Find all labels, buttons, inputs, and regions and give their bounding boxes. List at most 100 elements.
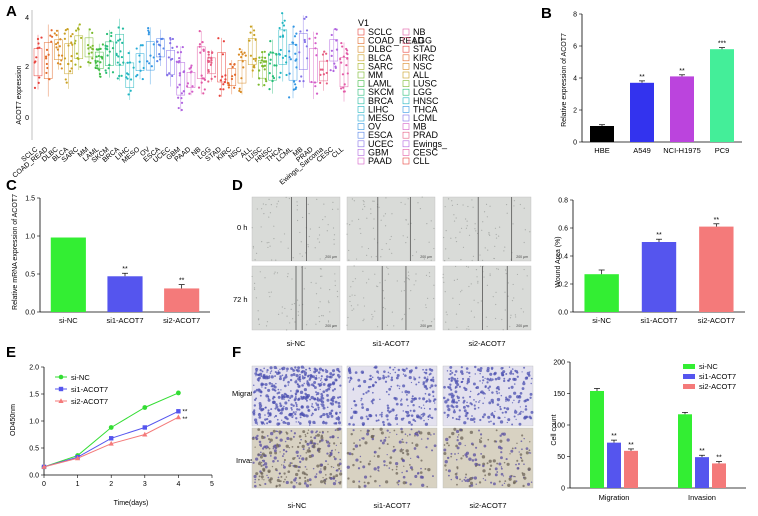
stained-cell xyxy=(375,414,378,417)
panel-a-point xyxy=(224,74,227,77)
stained-cell xyxy=(271,465,274,468)
stained-cell xyxy=(253,484,257,488)
cell-texture xyxy=(286,329,288,331)
stained-cell xyxy=(306,473,309,476)
panel-a-point xyxy=(115,52,118,55)
cell-texture xyxy=(433,247,435,250)
stained-cell xyxy=(473,476,478,480)
stained-cell xyxy=(369,460,372,463)
stained-cell xyxy=(324,460,328,463)
panel-a-legend-key xyxy=(402,28,410,36)
stained-cell xyxy=(371,437,375,441)
stained-cell xyxy=(258,406,262,410)
panel-a-point xyxy=(293,35,297,38)
panel-a-legend-item: GBM xyxy=(368,147,389,157)
panel-a-legend-item: NB xyxy=(413,27,426,37)
panel-a-point xyxy=(343,90,346,93)
stained-cell xyxy=(278,472,281,475)
stained-cell xyxy=(269,366,273,370)
cell-texture xyxy=(371,313,373,316)
stained-cell xyxy=(321,403,325,408)
stained-cell xyxy=(283,405,285,408)
panel-b-letter: B xyxy=(541,5,552,22)
cell-texture xyxy=(319,301,321,303)
stained-cell xyxy=(274,446,278,450)
cell-texture xyxy=(471,199,473,201)
cell-texture xyxy=(368,278,370,280)
panel-a-point xyxy=(342,55,345,58)
panel-a-point xyxy=(158,53,161,56)
panel-a-point xyxy=(37,81,40,84)
stained-cell xyxy=(493,372,497,376)
y-tick-label: 6 xyxy=(573,44,577,51)
stained-cell xyxy=(513,415,516,418)
stained-cell xyxy=(404,433,407,436)
stained-cell xyxy=(339,480,342,484)
stained-cell xyxy=(528,451,531,454)
stained-cell xyxy=(377,376,380,379)
panel-a-point xyxy=(117,39,120,42)
stained-cell xyxy=(298,457,301,460)
stained-cell xyxy=(448,386,452,390)
panel-a-point xyxy=(294,83,297,86)
stained-cell xyxy=(301,412,305,417)
panel-a-point xyxy=(96,67,99,70)
cell-texture xyxy=(278,313,280,315)
x-tick-label: 0 xyxy=(42,481,46,488)
panel-a-point xyxy=(89,46,92,49)
stained-cell xyxy=(276,392,279,395)
stained-cell xyxy=(274,407,277,410)
stained-cell xyxy=(308,454,312,459)
cell-texture xyxy=(256,208,258,210)
panel-a-point xyxy=(341,45,344,48)
stained-cell xyxy=(472,382,476,386)
cell-texture xyxy=(301,255,303,257)
stained-cell xyxy=(311,403,314,405)
stained-cell xyxy=(462,396,465,399)
stained-cell xyxy=(451,398,456,402)
panel-a-point xyxy=(203,88,206,91)
stained-cell xyxy=(371,391,374,394)
stained-cell xyxy=(289,437,293,441)
stained-cell xyxy=(285,480,289,485)
cell-texture xyxy=(257,310,259,312)
cell-texture xyxy=(274,271,276,273)
panel-a-point xyxy=(35,56,38,59)
stained-cell xyxy=(287,399,290,402)
cell-texture xyxy=(350,286,352,288)
stained-cell xyxy=(296,408,299,411)
panel-a-point xyxy=(63,57,67,60)
stained-cell xyxy=(320,463,324,467)
panel-a-point xyxy=(60,54,64,57)
panel-a-point xyxy=(169,38,172,41)
panel-a-point xyxy=(50,35,54,38)
panel-a-legend-item: CESC xyxy=(413,147,439,157)
stained-cell xyxy=(426,437,429,440)
cell-texture xyxy=(460,227,463,229)
stained-cell xyxy=(469,476,473,481)
panel-a-legend-item: LGG xyxy=(413,36,432,46)
stained-cell xyxy=(454,390,458,394)
stained-cell xyxy=(337,451,340,454)
stained-cell xyxy=(482,379,485,382)
cell-texture xyxy=(428,272,431,274)
panel-b: Relative expression of ACOT7 02468HBE**A… xyxy=(561,12,742,155)
stained-cell xyxy=(490,412,494,416)
stained-cell xyxy=(503,379,506,383)
stained-cell xyxy=(381,441,385,445)
stained-cell xyxy=(490,420,492,423)
panel-a-legend-key xyxy=(402,123,410,130)
panel-f-grouped-bar-chart: 050100150200****Migration****Invasionsi-… xyxy=(553,360,746,502)
stained-cell xyxy=(267,409,270,412)
cell-texture xyxy=(474,228,476,230)
stained-cell xyxy=(458,385,462,388)
x-tick-label: A549 xyxy=(633,146,651,155)
stained-cell xyxy=(274,370,277,374)
stained-cell xyxy=(412,409,416,413)
panel-a-point xyxy=(127,93,130,96)
stained-cell xyxy=(339,375,341,377)
bar-si-NC xyxy=(678,414,692,488)
stained-cell xyxy=(379,414,381,416)
stained-cell xyxy=(295,450,299,454)
panel-e-line-chart: 0.00.51.01.52.00 1 2 3 4 5si-NCsi1-ACOT7si2-A… xyxy=(29,365,214,489)
